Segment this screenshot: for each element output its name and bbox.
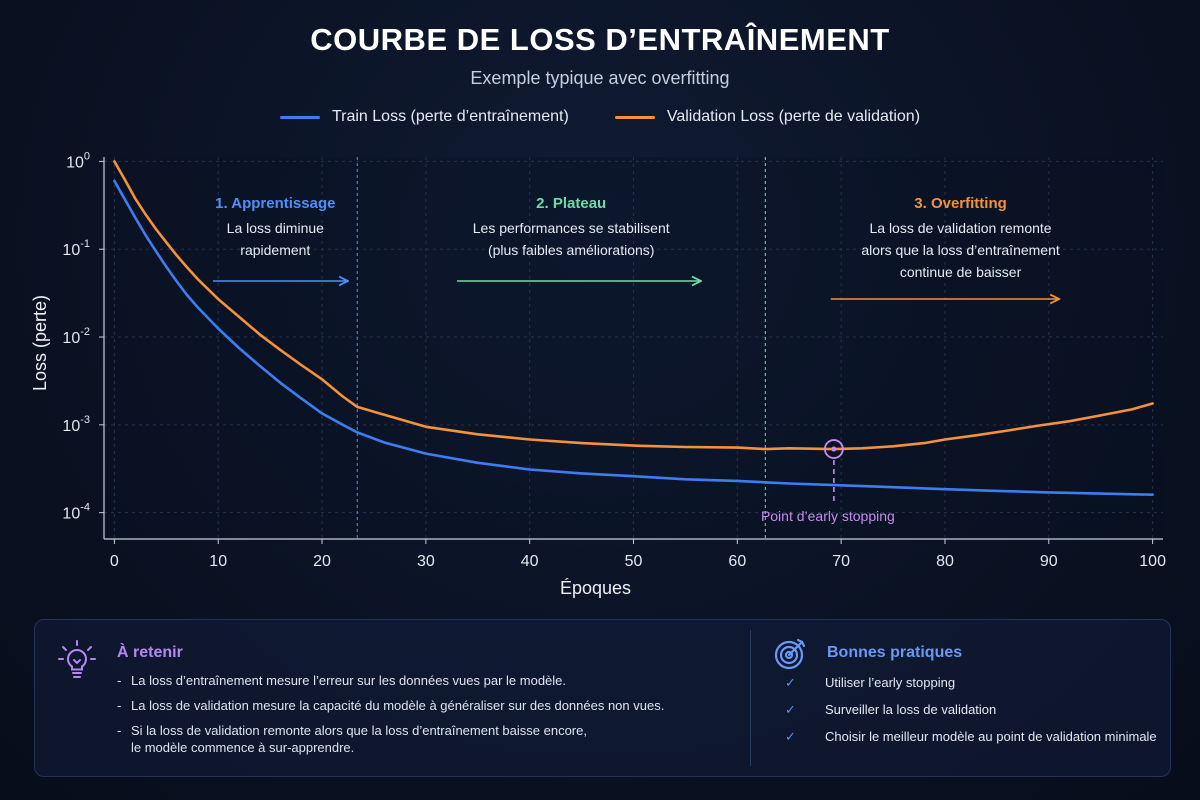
x-tick-label: 90 bbox=[1040, 553, 1058, 570]
legend-label-validation: Validation Loss (perte de validation) bbox=[666, 108, 921, 125]
x-axis-label: Époques bbox=[560, 578, 631, 598]
y-tick-label: 100 bbox=[66, 150, 90, 171]
x-tick-label: 100 bbox=[1139, 553, 1166, 570]
practices-list: ✓ Utiliser l’early stopping ✓ Surveiller l… bbox=[785, 675, 1157, 756]
practice-label: Surveiller la loss de validation bbox=[825, 702, 997, 717]
legend-swatch-train bbox=[279, 115, 320, 119]
y-tick-label: 10-4 bbox=[62, 502, 90, 523]
y-tick-label: 10-2 bbox=[62, 326, 90, 347]
retain-item: La loss d’entraînement mesure l’erreur s… bbox=[117, 672, 691, 689]
x-tick-label: 40 bbox=[521, 553, 539, 570]
practice-label: Choisir le meilleur modèle au point de v… bbox=[825, 729, 1157, 744]
retain-list: La loss d’entraînement mesure l’erreur s… bbox=[117, 672, 691, 764]
x-tick-label: 50 bbox=[625, 553, 643, 570]
phase-title: 3. Overfitting bbox=[914, 195, 1007, 212]
check-icon: ✓ bbox=[785, 702, 796, 717]
legend-swatch-validation bbox=[614, 115, 655, 119]
x-tick-label: 70 bbox=[832, 553, 850, 570]
practice-item: ✓ Surveiller la loss de validation bbox=[785, 702, 1157, 729]
practice-item: ✓ Utiliser l’early stopping bbox=[785, 675, 1157, 702]
early-stopping-point bbox=[831, 446, 837, 452]
early-stopping-label: Point d’early stopping bbox=[761, 508, 895, 524]
chart-subtitle: Exemple typique avec overfitting bbox=[470, 68, 730, 88]
y-tick-label: 10-3 bbox=[62, 414, 90, 435]
check-icon: ✓ bbox=[785, 675, 796, 690]
legend-label-train: Train Loss (perte d’entraînement) bbox=[331, 108, 569, 125]
practice-item: ✓ Choisir le meilleur modèle au point de … bbox=[785, 729, 1157, 756]
x-tick-label: 20 bbox=[313, 553, 331, 570]
target-icon bbox=[774, 638, 806, 670]
retain-item: La loss de validation mesure la capacité… bbox=[117, 697, 691, 714]
x-tick-label: 60 bbox=[728, 553, 746, 570]
retain-item: Si la loss de validation remonte alors q… bbox=[117, 722, 691, 756]
phase-title: 1. Apprentissage bbox=[215, 195, 335, 212]
y-axis-label: Loss (perte) bbox=[30, 295, 50, 391]
phase-description: rapidement bbox=[240, 242, 310, 258]
lightbulb-icon bbox=[58, 640, 96, 678]
train-loss-line bbox=[113, 179, 1154, 496]
y-tick-label: 10-1 bbox=[62, 238, 90, 259]
x-tick-label: 80 bbox=[936, 553, 954, 570]
practices-heading: Bonnes pratiques bbox=[827, 644, 963, 661]
phase-description: Les performances se stabilisent bbox=[473, 220, 670, 236]
chart-legend: Train Loss (perte d’entraînement) Valida… bbox=[0, 108, 1200, 126]
chart-title: COURBE DE LOSS D’ENTRAÎNEMENT bbox=[310, 22, 890, 57]
validation-loss-line bbox=[113, 160, 1154, 451]
early-stopping-marker bbox=[823, 439, 844, 459]
check-icon: ✓ bbox=[785, 729, 796, 744]
phase-description: alors que la loss d’entraînement bbox=[861, 242, 1060, 258]
x-tick-label: 30 bbox=[417, 553, 435, 570]
x-tick-label: 0 bbox=[110, 553, 119, 570]
loss-chart: 0 10 20 30 40 50 60 70 80 90 100 100 10-1 10-2 10-3 10-… bbox=[30, 150, 1166, 598]
phase-description: continue de baisser bbox=[900, 264, 1022, 280]
retain-heading: À retenir bbox=[117, 644, 183, 661]
legend-item-validation: Validation Loss (perte de validation) bbox=[614, 108, 921, 126]
legend-item-train: Train Loss (perte d’entraînement) bbox=[279, 108, 569, 126]
x-tick-label: 10 bbox=[209, 553, 227, 570]
phase-description: (plus faibles améliorations) bbox=[488, 242, 655, 258]
phase-title: 2. Plateau bbox=[536, 195, 606, 212]
phase-description: La loss de validation remonte bbox=[869, 220, 1051, 236]
panel-divider bbox=[750, 630, 751, 766]
practice-label: Utiliser l’early stopping bbox=[825, 675, 956, 690]
phase-description: La loss diminue bbox=[227, 220, 324, 236]
info-panel: À retenir La loss d’entraînement mesure … bbox=[34, 619, 1171, 777]
